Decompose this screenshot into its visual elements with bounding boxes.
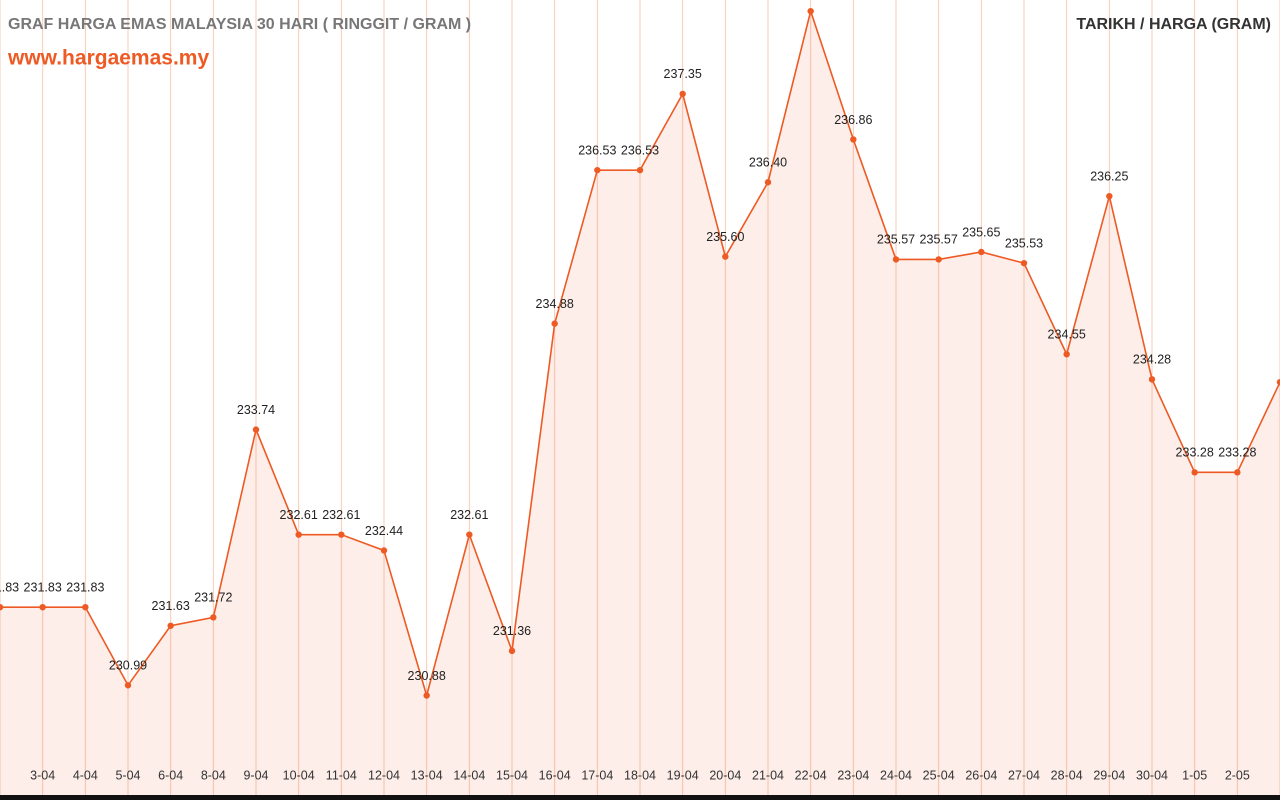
point — [1191, 469, 1198, 476]
value-label: 234.28 — [1133, 353, 1171, 367]
point — [167, 622, 174, 629]
value-label: 233.28 — [1218, 446, 1256, 460]
x-tick-label: 8-04 — [201, 768, 226, 782]
point — [380, 547, 388, 554]
x-tick-label: 20-04 — [709, 768, 741, 782]
point — [1234, 469, 1241, 476]
x-tick-label: 5-04 — [115, 768, 140, 782]
value-label: 233.74 — [237, 403, 275, 417]
value-label: 236.86 — [834, 113, 872, 127]
x-tick-label: 24-04 — [880, 768, 912, 782]
point — [1276, 378, 1280, 386]
x-tick-label: 4-04 — [73, 768, 98, 782]
x-tick-label: 22-04 — [795, 768, 827, 782]
x-tick-label: 18-04 — [624, 768, 656, 782]
point — [551, 320, 558, 327]
point — [679, 90, 686, 98]
x-tick-label: 27-04 — [1008, 768, 1040, 782]
point — [722, 253, 729, 260]
x-tick-label: 28-04 — [1051, 768, 1083, 782]
value-label: 232.61 — [322, 508, 360, 522]
point — [295, 531, 302, 538]
point — [636, 166, 644, 174]
point — [807, 7, 814, 15]
value-label: 236.25 — [1090, 169, 1128, 183]
x-tick-label: 15-04 — [496, 768, 528, 782]
value-label: 235.60 — [706, 230, 744, 244]
value-label: 235.57 — [920, 233, 958, 247]
x-tick-label: 13-04 — [411, 768, 443, 782]
value-label: 235.65 — [962, 225, 1000, 239]
point — [508, 647, 516, 655]
point — [210, 614, 217, 621]
value-label: 236.40 — [749, 156, 787, 170]
value-label: 235.53 — [1005, 236, 1043, 250]
x-tick-label: 17-04 — [581, 768, 613, 782]
point — [935, 256, 942, 263]
value-label: 230.88 — [408, 669, 446, 683]
value-label: 232.44 — [365, 524, 403, 538]
value-label: 232.61 — [450, 508, 488, 522]
point — [1106, 192, 1113, 200]
point — [764, 179, 772, 186]
point — [338, 531, 345, 538]
point — [252, 426, 260, 433]
x-tick-label: 30-04 — [1136, 768, 1168, 782]
value-label: 235.57 — [877, 233, 915, 247]
value-label: 234.55 — [1048, 328, 1086, 342]
area — [0, 11, 1280, 795]
x-tick-label: 12-04 — [368, 768, 400, 782]
bottom-bar — [0, 795, 1280, 800]
value-label: 231.83 — [24, 580, 62, 594]
point — [978, 248, 985, 256]
value-label: 230.99 — [109, 659, 147, 673]
point — [850, 136, 857, 143]
x-tick-label: 23-04 — [837, 768, 869, 782]
value-label: 231.36 — [493, 624, 531, 638]
x-tick-label: 16-04 — [539, 768, 571, 782]
chart-subtitle: www.hargaemas.my — [7, 47, 209, 70]
point — [82, 603, 89, 611]
x-tick-label: 25-04 — [923, 768, 955, 782]
x-tick-label: 21-04 — [752, 768, 784, 782]
point — [892, 256, 900, 263]
x-tick-label: 10-04 — [283, 768, 315, 782]
value-label: 234.88 — [536, 297, 574, 311]
x-tick-label: 6-04 — [158, 768, 183, 782]
point — [39, 603, 46, 611]
point — [1148, 376, 1156, 383]
chart-title: GRAF HARGA EMAS MALAYSIA 30 HARI ( RINGG… — [8, 16, 471, 33]
point — [124, 682, 132, 689]
point — [1063, 351, 1070, 358]
value-label: 237.35 — [664, 67, 702, 81]
x-tick-label: 1-05 — [1182, 768, 1207, 782]
value-label: 231.63 — [152, 599, 190, 613]
x-tick-label: 9-04 — [243, 768, 268, 782]
x-tick-label: 29-04 — [1093, 768, 1125, 782]
x-tick-label: 14-04 — [453, 768, 485, 782]
value-label: 232.61 — [280, 508, 318, 522]
x-tick-label: 26-04 — [965, 768, 997, 782]
point — [423, 692, 430, 699]
value-label: 233.28 — [1176, 446, 1214, 460]
value-label: 231.83 — [66, 580, 104, 594]
x-tick-label: 2-05 — [1225, 768, 1250, 782]
point — [1020, 259, 1028, 267]
value-label: 231.83 — [0, 580, 19, 594]
point — [594, 166, 601, 174]
value-label: 236.53 — [578, 143, 616, 157]
x-tick-label: 11-04 — [326, 768, 357, 782]
x-tick-label: 19-04 — [667, 768, 699, 782]
point — [0, 603, 4, 611]
value-label: 231.72 — [194, 591, 232, 605]
value-label: 236.53 — [621, 143, 659, 157]
point — [466, 531, 473, 538]
legend-title: TARIKH / HARGA (GRAM) — [1076, 16, 1271, 33]
x-tick-label: 3-04 — [30, 768, 55, 782]
